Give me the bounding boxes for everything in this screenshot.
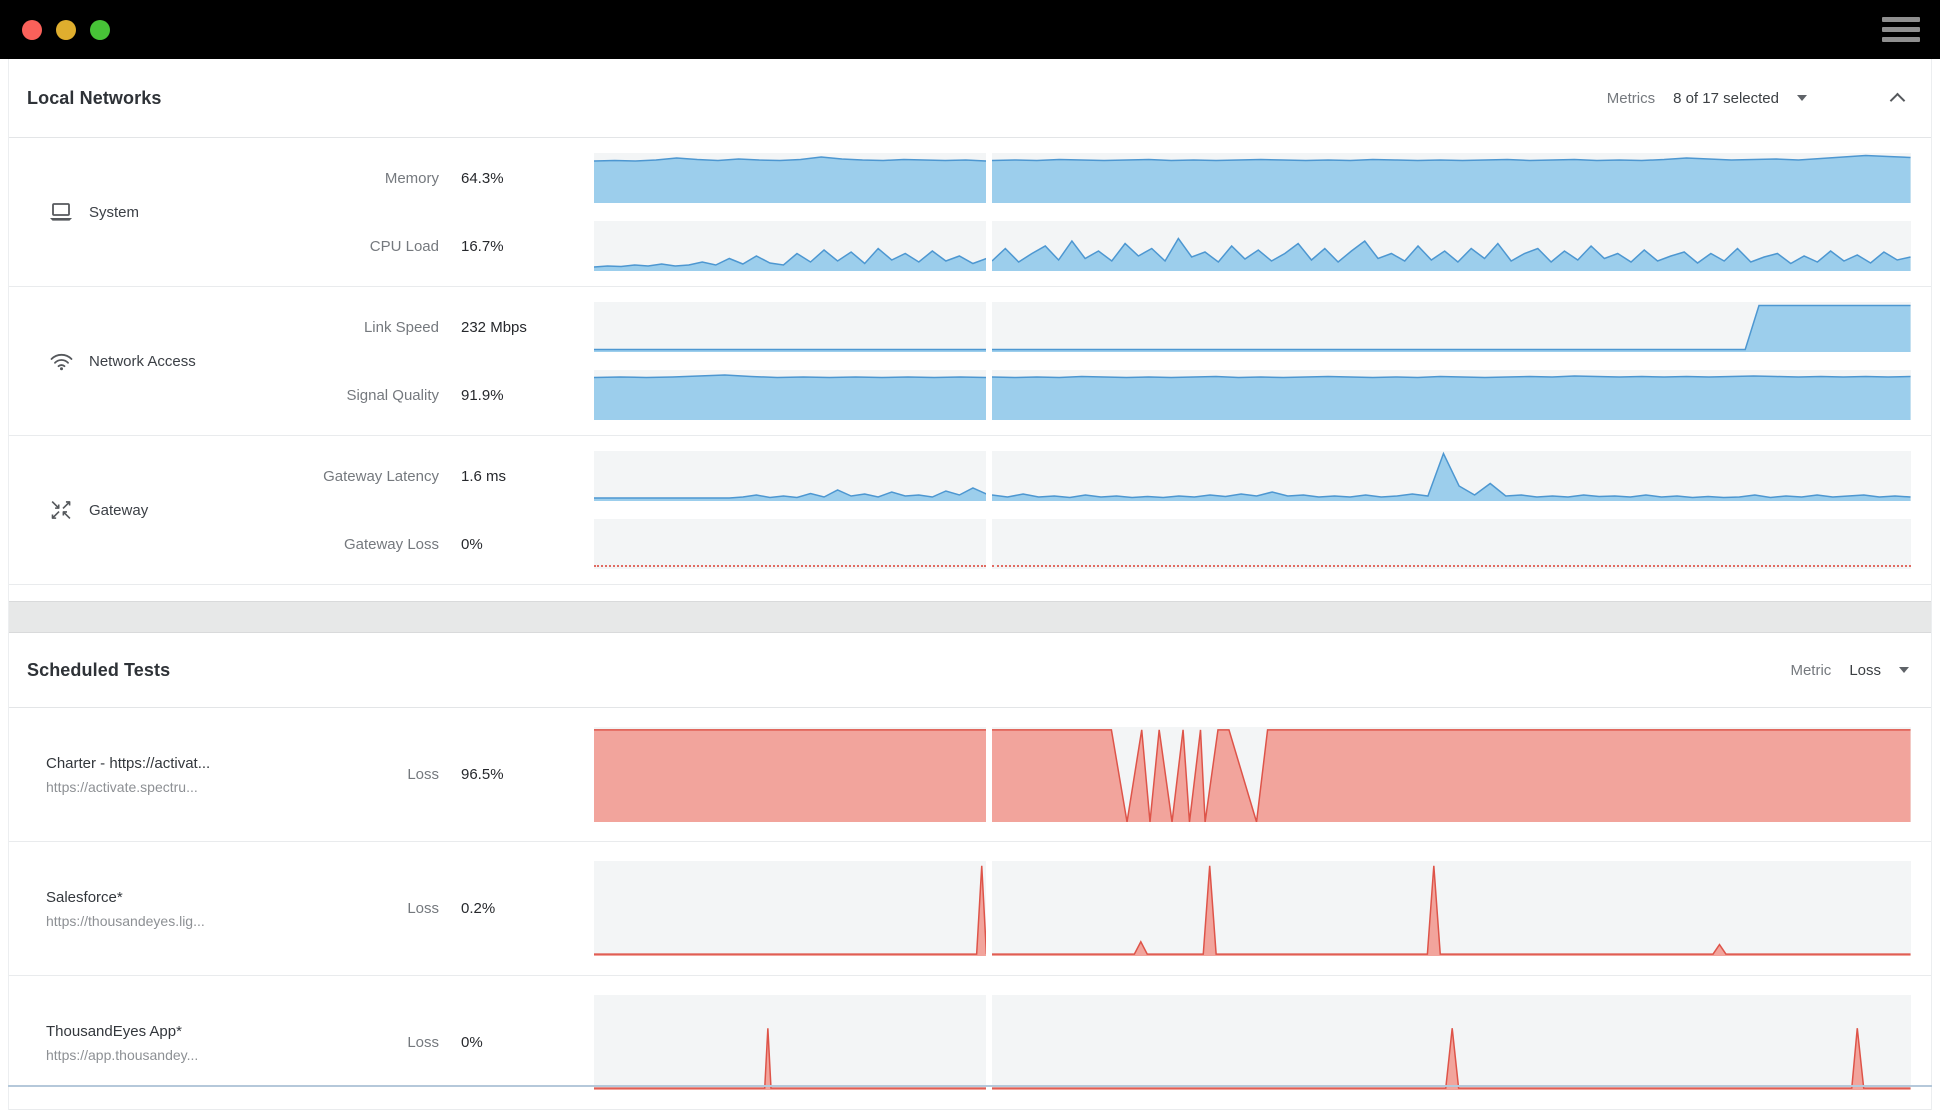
metric-cpu-load: CPU Load 16.7% xyxy=(299,221,1911,271)
group-row-network-access: Network Access Link Speed 232 Mbps Signa… xyxy=(9,287,1931,436)
test-url: https://activate.spectru... xyxy=(46,778,198,795)
chevron-down-icon xyxy=(1797,95,1807,101)
metric-link-speed: Link Speed 232 Mbps xyxy=(299,302,1911,352)
group-name: System xyxy=(89,203,140,221)
window-titlebar xyxy=(0,0,1940,59)
group-name: Network Access xyxy=(89,352,196,370)
local-networks-title: Local Networks xyxy=(27,87,162,108)
test-name[interactable]: Salesforce* xyxy=(46,888,123,906)
metric-dropdown-value: Loss xyxy=(1849,661,1881,679)
test-info: ThousandEyes App* https://app.thousandey… xyxy=(46,1023,299,1063)
group-label-gateway: ↘↗ ↙↖ Gateway xyxy=(9,497,299,522)
group-name: Gateway xyxy=(89,501,149,519)
local-networks-header: Local Networks Metrics 8 of 17 selected xyxy=(9,59,1931,138)
laptop-icon xyxy=(47,202,75,223)
gateway-latency-sparkline[interactable] xyxy=(594,451,1911,501)
metric-label: Loss xyxy=(407,766,439,783)
salesforce-loss-sparkline[interactable] xyxy=(594,861,1911,956)
dashboard-page: Local Networks Metrics 8 of 17 selected … xyxy=(8,59,1932,1110)
gateway-loss-sparkline[interactable] xyxy=(594,519,1911,569)
zoom-window-button[interactable] xyxy=(90,19,110,40)
signal-quality-sparkline[interactable] xyxy=(594,370,1911,420)
test-url: https://app.thousandey... xyxy=(46,1046,199,1063)
metric-value: 0% xyxy=(461,535,483,553)
window-bottom-border xyxy=(8,1085,1932,1087)
metric-signal-quality: Signal Quality 91.9% xyxy=(299,370,1911,420)
metric-value: 0% xyxy=(461,1034,483,1051)
chevron-down-icon xyxy=(1899,667,1909,673)
test-row-charter: Charter - https://activat... https://act… xyxy=(9,708,1931,842)
metric-value: 91.9% xyxy=(461,386,504,404)
metric-memory: Memory 64.3% xyxy=(299,153,1911,203)
link-speed-sparkline[interactable] xyxy=(594,302,1911,352)
charter-loss-sparkline[interactable] xyxy=(594,727,1911,822)
group-label-system: System xyxy=(9,202,299,223)
minimize-window-button[interactable] xyxy=(56,19,76,40)
test-name[interactable]: Charter - https://activat... xyxy=(46,754,211,772)
metric-value: 0.2% xyxy=(461,900,496,917)
metric-value: 16.7% xyxy=(461,237,504,255)
cpu-load-sparkline[interactable] xyxy=(594,221,1911,271)
gateway-icon: ↘↗ ↙↖ xyxy=(50,497,72,522)
group-row-gateway: ↘↗ ↙↖ Gateway Gateway Latency 1.6 ms Gate… xyxy=(9,436,1931,585)
group-row-system: System Memory 64.3% CPU Load 16.7% xyxy=(9,138,1931,287)
hamburger-menu-icon[interactable] xyxy=(1882,12,1920,47)
close-window-button[interactable] xyxy=(22,19,42,40)
test-url: https://thousandeyes.lig... xyxy=(46,912,205,929)
metric-label: Gateway Latency xyxy=(323,467,439,485)
memory-sparkline[interactable] xyxy=(594,153,1911,203)
metric-value: 232 Mbps xyxy=(461,318,527,336)
test-row-thousandeyes-app: ThousandEyes App* https://app.thousandey… xyxy=(9,976,1931,1110)
wifi-icon xyxy=(47,351,75,372)
collapse-section-button[interactable] xyxy=(1885,86,1909,110)
metric-gateway-latency: Gateway Latency 1.6 ms xyxy=(299,451,1911,501)
metric-dropdown-label: Metric xyxy=(1790,661,1832,679)
window-controls xyxy=(22,19,110,40)
thousandeyes-loss-sparkline[interactable] xyxy=(594,995,1911,1090)
local-networks-card: Local Networks Metrics 8 of 17 selected … xyxy=(9,59,1931,585)
metric-label: Signal Quality xyxy=(346,386,439,404)
metric-dropdown[interactable]: Metric Loss xyxy=(1790,662,1909,679)
metrics-dropdown-label: Metrics xyxy=(1606,89,1656,107)
metric-label: Gateway Loss xyxy=(343,535,439,553)
metric-value: 64.3% xyxy=(461,169,504,187)
test-row-salesforce: Salesforce* https://thousandeyes.lig... … xyxy=(9,842,1931,976)
chevron-up-icon xyxy=(1889,92,1905,109)
scheduled-tests-card: Scheduled Tests Metric Loss Charter - ht… xyxy=(9,633,1931,1110)
scheduled-tests-title: Scheduled Tests xyxy=(27,659,171,680)
metric-label: Loss xyxy=(407,900,439,917)
card-gap xyxy=(9,585,1931,601)
metric-label: CPU Load xyxy=(369,237,439,255)
metric-label: Loss xyxy=(407,1034,439,1051)
metric-label: Link Speed xyxy=(363,318,439,336)
group-label-network-access: Network Access xyxy=(9,351,299,372)
metric-gateway-loss: Gateway Loss 0% xyxy=(299,519,1911,569)
test-name[interactable]: ThousandEyes App* xyxy=(46,1022,182,1040)
test-info: Salesforce* https://thousandeyes.lig... xyxy=(46,889,299,929)
metric-label: Memory xyxy=(384,169,439,187)
metrics-dropdown-value: 8 of 17 selected xyxy=(1673,89,1779,107)
scheduled-tests-header: Scheduled Tests Metric Loss xyxy=(9,633,1931,708)
test-info: Charter - https://activat... https://act… xyxy=(46,755,299,795)
metric-value: 96.5% xyxy=(461,766,504,783)
metrics-dropdown[interactable]: Metrics 8 of 17 selected xyxy=(1607,90,1807,107)
section-divider-band xyxy=(9,601,1931,633)
metric-value: 1.6 ms xyxy=(461,467,507,485)
